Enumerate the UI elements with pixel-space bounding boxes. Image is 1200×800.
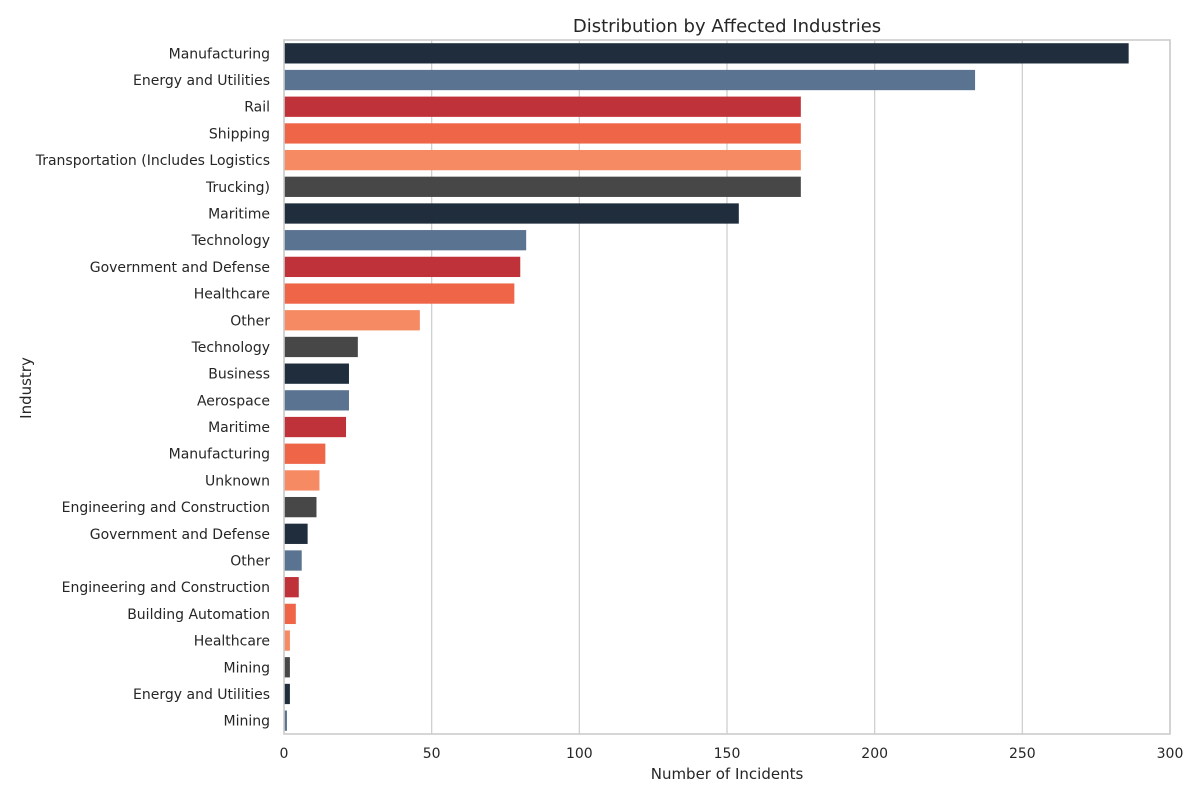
bar: [284, 630, 290, 651]
y-tick-label: Building Automation: [127, 607, 270, 623]
bars: [284, 43, 1129, 731]
y-tick-label: Energy and Utilities: [133, 687, 270, 703]
x-tick-label: 300: [1157, 746, 1184, 762]
bar: [284, 203, 739, 224]
bar: [284, 657, 290, 678]
bar: [284, 149, 801, 171]
x-tick-label: 0: [280, 746, 289, 762]
chart-title: Distribution by Affected Industries: [573, 16, 881, 37]
x-tick-label: 250: [1009, 746, 1036, 762]
y-tick-label: Manufacturing: [169, 46, 270, 62]
y-tick-label: Trucking): [205, 180, 270, 196]
x-tick-label: 150: [714, 746, 741, 762]
x-tick-label: 200: [861, 746, 888, 762]
bar: [284, 603, 296, 625]
y-tick-label: Engineering and Construction: [62, 500, 270, 516]
y-tick-label: Energy and Utilities: [133, 73, 270, 89]
bar: [284, 283, 515, 304]
x-tick-labels: 0 50 100 150 200 250 300: [280, 746, 1184, 762]
bar: [284, 390, 349, 411]
bar: [284, 336, 358, 358]
bar: [284, 310, 420, 331]
x-tick-label: 100: [566, 746, 593, 762]
x-tick-label: 50: [423, 746, 441, 762]
y-tick-label: Business: [208, 367, 270, 383]
bar: [284, 230, 527, 251]
grid-lines: [283, 40, 1171, 734]
y-tick-label: Technology: [191, 340, 270, 356]
y-tick-label: Aerospace: [197, 393, 270, 409]
bar: [284, 256, 521, 278]
y-tick-label: Maritime: [208, 420, 270, 436]
bar: [284, 43, 1129, 64]
bar: [284, 683, 290, 705]
y-tick-label: Other: [230, 554, 270, 570]
plot-frame: [283, 39, 1171, 735]
y-tick-label: Mining: [224, 714, 271, 730]
bar: [284, 363, 349, 384]
y-tick-label: Unknown: [205, 473, 270, 489]
bar: [284, 416, 347, 438]
y-tick-label: Maritime: [208, 207, 270, 223]
bar: [284, 443, 326, 464]
y-tick-label: Healthcare: [194, 287, 270, 303]
bar: [284, 577, 299, 598]
y-tick-label: Government and Defense: [90, 527, 270, 543]
y-tick-label: Manufacturing: [169, 447, 270, 463]
y-tick-label: Other: [230, 313, 270, 329]
bar: [284, 523, 308, 544]
y-tick-label: Healthcare: [194, 634, 270, 650]
y-tick-label: Shipping: [209, 126, 270, 142]
x-axis-label: Number of Incidents: [651, 765, 804, 783]
y-tick-label: Mining: [224, 660, 271, 676]
bar: [284, 550, 302, 571]
y-axis-label: Industry: [17, 357, 35, 419]
y-tick-label: Government and Defense: [90, 260, 270, 276]
bar: [284, 176, 801, 197]
bar: [284, 710, 287, 731]
y-tick-label: Rail: [244, 100, 270, 116]
bar: [284, 96, 801, 117]
y-tick-label: Transportation (Includes Logistics: [35, 153, 270, 169]
y-tick-label: Engineering and Construction: [62, 580, 270, 596]
bar: [284, 123, 801, 144]
bar: [284, 470, 320, 491]
bar: [284, 496, 317, 518]
y-tick-label: Technology: [191, 233, 270, 249]
y-tick-labels: Manufacturing Energy and Utilities Rail Shi…: [35, 46, 271, 729]
bar: [284, 69, 976, 91]
